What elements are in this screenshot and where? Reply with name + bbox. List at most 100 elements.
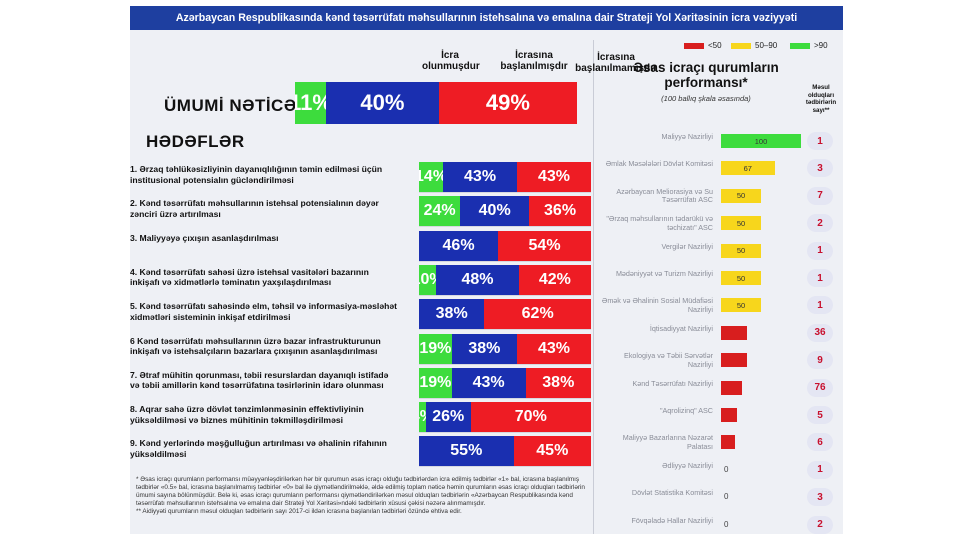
agency-score-bar: 50 xyxy=(721,271,761,285)
data-label: 48% xyxy=(461,270,494,288)
data-label: 55% xyxy=(450,442,483,460)
bar-segment-not-started: 62% xyxy=(484,299,591,330)
bar-segment-not-started: 42% xyxy=(518,264,591,295)
agency-score-label: 0 xyxy=(724,519,729,529)
data-label: 43% xyxy=(537,168,571,185)
goals-title: HƏDƏFLƏR xyxy=(146,132,245,151)
agency-name: "Ərzaq məhsullarının tədarükü və təchiza… xyxy=(606,214,713,232)
bar-segment-not-started: 70% xyxy=(470,402,591,433)
dashboard-frame: Azərbaycan Respublikasında kənd təsərrüf… xyxy=(130,6,843,534)
agency-score-label: 50 xyxy=(736,246,746,256)
agency-score-label: 50 xyxy=(736,300,746,310)
data-label: 38% xyxy=(468,339,501,357)
bar-segment-done: 10% xyxy=(419,264,437,295)
bar-segment-started: 40% xyxy=(460,196,530,227)
agency-count-badge: 1 xyxy=(807,460,833,479)
bar-segment-not-started: 36% xyxy=(529,196,591,227)
goal-label: 7. Ətraf mühitin qorunması, təbii resurs… xyxy=(130,369,389,391)
agency-score-bar: 67 xyxy=(721,161,775,176)
goal-bar: 19% 43% 38% xyxy=(419,367,591,399)
agency-count-badge: 76 xyxy=(807,378,833,397)
bar-segment-done: 19% xyxy=(419,367,452,398)
data-label: 62% xyxy=(521,305,554,323)
data-label: 46% xyxy=(442,236,475,254)
panel-divider xyxy=(593,40,594,534)
data-label: 36% xyxy=(544,202,577,220)
agency-name: Azərbaycan Meliorasiya və Su Təsərrüfatı… xyxy=(616,186,713,205)
agency-score-label: 100 xyxy=(754,136,768,146)
agency-name: Ekologiya və Təbii Sərvətlər Nazirliyi xyxy=(624,351,713,369)
agency-count-badge: 7 xyxy=(807,186,833,205)
data-label: 19% xyxy=(419,339,452,357)
agency-count-badge: 2 xyxy=(807,515,833,534)
agencies-title: Əsas icraçı qurumların performansı* xyxy=(633,60,779,90)
legend-label-high: >90 xyxy=(814,41,828,50)
data-label: 38% xyxy=(435,305,468,323)
agency-count-badge: 36 xyxy=(807,323,833,342)
agency-count-badge: 1 xyxy=(807,269,833,287)
page-title: Azərbaycan Respublikasında kənd təsərrüf… xyxy=(130,6,843,30)
agency-count-badge: 1 xyxy=(807,132,833,150)
agency-name: Ədliyyə Nazirliyi xyxy=(662,460,713,470)
data-label: 4% xyxy=(419,408,426,426)
footnotes: * Əsas icraçı qurumların performansı müə… xyxy=(136,476,586,516)
data-label: 45% xyxy=(536,442,569,460)
goal-label: 5. Kənd təsərrüfatı sahəsində elm, təhsi… xyxy=(130,301,397,322)
goal-bar: 14% 43% 43% xyxy=(419,162,591,193)
agency-count-badge: 6 xyxy=(807,433,833,452)
bar-segment-not-started: 54% xyxy=(498,230,591,261)
agency-count-badge: 3 xyxy=(807,488,833,507)
bar-segment-started: 55% xyxy=(419,436,514,467)
agency-score-label: 50 xyxy=(736,273,746,283)
legend-swatch-mid xyxy=(731,43,751,49)
agency-count-badge: 5 xyxy=(807,406,833,424)
data-label: 43% xyxy=(472,373,505,391)
data-label: 11% xyxy=(295,90,326,115)
bar-segment-done: 14% xyxy=(419,162,444,192)
bar-segment-not-started: 49% xyxy=(438,82,577,124)
bar-segment-done: 4% xyxy=(419,402,426,433)
bar-segment-started: 43% xyxy=(443,162,518,192)
bar-segment-started: 40% xyxy=(326,82,439,124)
count-header: Məsul olduqları tədbirlərin sayı** xyxy=(805,84,837,114)
goal-label: 4. Kənd təsərrüfatı sahəsi üzrə istehsal… xyxy=(130,266,369,288)
legend-label-low: <50 xyxy=(708,41,722,50)
goal-label: 6 Kənd təsərrüfatı məhsullarının üzrə ba… xyxy=(130,335,381,357)
bar-segment-started: 46% xyxy=(419,230,499,261)
goal-bar: 19% 38% 43% xyxy=(419,333,591,365)
agency-score-label: 0 xyxy=(724,464,729,474)
bar-segment-not-started: 38% xyxy=(525,367,591,398)
agency-score-bar: 50 xyxy=(721,216,761,231)
goal-label: 2. Kənd təsərrüfatı məhsullarının istehs… xyxy=(130,198,379,219)
goal-bar: 55% 45% xyxy=(419,436,591,468)
goal-label: 1. Ərzaq təhlükəsizliyinin dayanıqlılığı… xyxy=(130,164,383,185)
agency-name: İqtisadiyyat Nazirliyi xyxy=(649,323,713,333)
footnote-2: ** Aidiyyəti qurumların məsul olduqları … xyxy=(136,508,462,515)
agency-name: Kənd Təsərrüfatı Nazirliyi xyxy=(632,378,713,388)
data-label: 40% xyxy=(478,202,511,220)
agency-score-bar xyxy=(721,353,747,368)
data-label: 19% xyxy=(419,373,452,391)
data-label: 49% xyxy=(485,90,530,115)
agency-score-bar: 50 xyxy=(721,243,761,258)
legend-label-mid: 50–90 xyxy=(755,41,778,50)
bar-segment-not-started: 45% xyxy=(513,436,591,467)
agency-name: Əmək və Əhalinin Sosial Müdafiəsi Nazirl… xyxy=(601,296,713,314)
agency-score-label: 50 xyxy=(736,218,746,228)
bar-segment-done: 19% xyxy=(419,333,452,364)
bar-segment-started: 38% xyxy=(451,333,518,364)
goal-label: 8. Aqrar sahə üzrə dövlət tənzimlənməsin… xyxy=(130,404,364,425)
data-label: 70% xyxy=(514,408,547,426)
agencies-panel: <50 50–90 >90 Əsas icraçı qurumların per… xyxy=(600,36,843,534)
bar-segment-started: 26% xyxy=(425,402,471,433)
agency-score-bar xyxy=(721,380,742,395)
agency-count-badge: 1 xyxy=(807,241,833,260)
bar-segment-started: 38% xyxy=(419,299,485,330)
goal-bar: 10% 48% 42% xyxy=(419,264,591,296)
agency-name: Maliyyə Nazirliyi xyxy=(661,132,713,141)
agencies-subtitle: (100 ballıq şkala əsasında) xyxy=(661,94,751,103)
agency-score-label: 0 xyxy=(724,492,729,502)
goal-label: 9. Kənd yerlərində məşğulluğun artırılma… xyxy=(130,438,387,459)
agency-name: Mədəniyyət və Turizm Nazirliyi xyxy=(615,269,713,278)
bar-segment-started: 48% xyxy=(436,264,519,295)
